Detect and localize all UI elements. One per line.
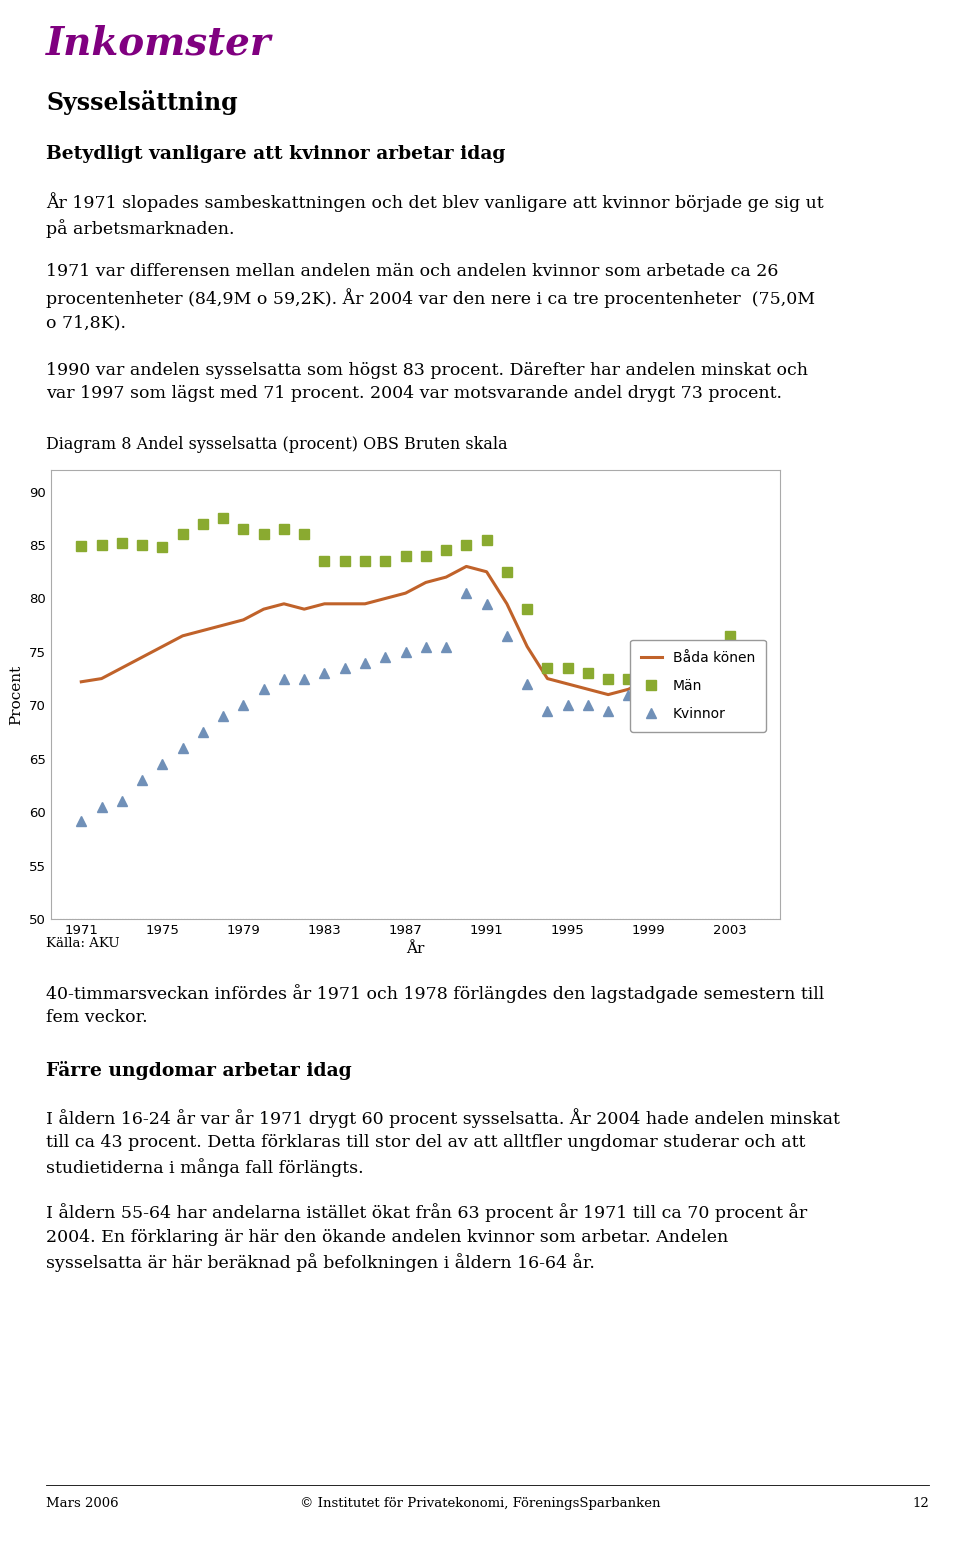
Text: © Institutet för Privatekonomi, FöreningsSparbanken: © Institutet för Privatekonomi, Förening…: [300, 1497, 660, 1510]
Text: År 1971 slopades sambeskattningen och det blev vanligare att kvinnor började ge : År 1971 slopades sambeskattningen och de…: [46, 192, 824, 238]
Text: Mars 2006: Mars 2006: [46, 1497, 119, 1510]
Text: 12: 12: [913, 1497, 929, 1510]
Text: I åldern 16-24 år var år 1971 drygt 60 procent sysselsatta. År 2004 hade andelen: I åldern 16-24 år var år 1971 drygt 60 p…: [46, 1108, 840, 1177]
Legend: Båda könen, Män, Kvinnor: Båda könen, Män, Kvinnor: [630, 639, 766, 732]
X-axis label: År: År: [406, 942, 425, 956]
Text: Sysselsättning: Sysselsättning: [46, 90, 238, 114]
Text: 1990 var andelen sysselsatta som högst 83 procent. Därefter har andelen minskat : 1990 var andelen sysselsatta som högst 8…: [46, 362, 808, 402]
Y-axis label: Procent: Procent: [10, 665, 23, 724]
Text: Källa: AKU: Källa: AKU: [46, 937, 120, 950]
Text: Inkomster: Inkomster: [46, 25, 272, 63]
Text: Färre ungdomar arbetar idag: Färre ungdomar arbetar idag: [46, 1061, 351, 1080]
Text: 1971 var differensen mellan andelen män och andelen kvinnor som arbetade ca 26
p: 1971 var differensen mellan andelen män …: [46, 263, 815, 331]
Text: Diagram 8 Andel sysselsatta (procent) OBS Bruten skala: Diagram 8 Andel sysselsatta (procent) OB…: [46, 436, 508, 453]
Text: I åldern 55-64 har andelarna istället ökat från 63 procent år 1971 till ca 70 pr: I åldern 55-64 har andelarna istället ök…: [46, 1204, 807, 1272]
Text: Betydligt vanligare att kvinnor arbetar idag: Betydligt vanligare att kvinnor arbetar …: [46, 145, 506, 164]
Text: 40-timmarsveckan infördes år 1971 och 1978 förlängdes den lagstadgade semestern : 40-timmarsveckan infördes år 1971 och 19…: [46, 984, 825, 1026]
